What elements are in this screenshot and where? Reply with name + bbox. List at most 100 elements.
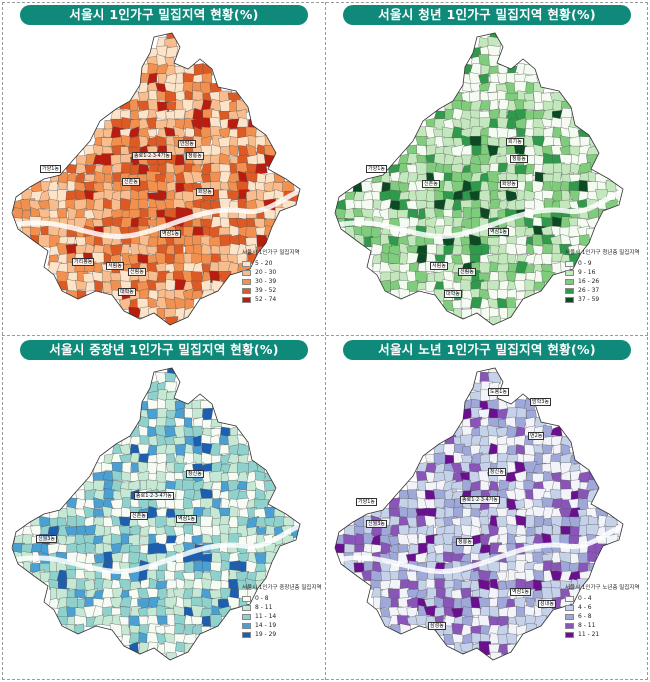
district-cell <box>191 218 202 229</box>
district-cell <box>487 371 501 384</box>
district-cell <box>424 515 436 529</box>
legend-swatch <box>242 260 251 267</box>
legend-item: 9 - 16 <box>565 268 643 277</box>
panel-title: 서울시 중장년 1인가구 밀집지역 현황(%) <box>20 340 308 360</box>
legend-item: 26 - 37 <box>565 286 643 295</box>
legend-item: 0 - 9 <box>565 259 643 268</box>
legend-swatch <box>565 613 574 620</box>
map-place-label: 화양동 <box>500 180 518 188</box>
district-cells <box>12 368 300 660</box>
district-cell <box>128 479 141 490</box>
legend-label: 20 - 30 <box>255 269 277 276</box>
map-place-label: 안암동 <box>178 140 196 148</box>
vertical-divider <box>325 2 326 680</box>
map-place-label: 삼성동 <box>428 622 446 630</box>
district-cell <box>174 108 186 120</box>
map-place-label: 종로1·2·3·4가동 <box>134 492 174 500</box>
district-cell <box>354 234 364 249</box>
legend-swatch <box>565 604 574 611</box>
district-cell <box>191 587 204 598</box>
district-cell <box>139 207 150 218</box>
map-place-label: 역삼1동 <box>160 230 181 238</box>
map-place-label: 신림동 <box>458 268 476 276</box>
map-place-label: 신림동 <box>128 268 146 276</box>
district-cell <box>85 281 96 292</box>
district-cell <box>533 281 546 291</box>
district-cell <box>111 470 124 481</box>
map-legend: 서울시 1인가구 밀집지역 5 - 20 20 - 30 30 - 39 39 … <box>242 248 320 304</box>
district-cell <box>489 597 500 608</box>
map-place-label: 청룡동 <box>510 155 528 163</box>
map-place-label: 신촌동 <box>422 180 440 188</box>
seoul-choropleth-map-youth <box>334 32 624 326</box>
district-cell <box>102 164 113 174</box>
legend-item: 52 - 74 <box>242 295 320 304</box>
map-place-label: 신월3동 <box>36 535 57 543</box>
panel-title: 서울시 1인가구 밀집지역 현황(%) <box>20 5 308 25</box>
legend-swatch <box>565 622 574 629</box>
district-cell <box>84 524 97 536</box>
map-place-label: 청룡동 <box>186 152 204 160</box>
legend-label: 39 - 52 <box>255 287 277 294</box>
district-cell <box>209 443 223 457</box>
legend-swatch <box>242 622 251 629</box>
legend-label: 16 - 26 <box>578 278 600 285</box>
district-cell <box>49 587 58 600</box>
panel-youth-single-households: 서울시 청년 1인가구 밀집지역 현황(%) 서울시 1인가구 청년층 밀집지역… <box>327 3 647 333</box>
district-cell <box>210 418 222 428</box>
legend-label: 52 - 74 <box>255 296 277 303</box>
district-cell <box>200 626 211 636</box>
district-cell <box>121 471 133 482</box>
legend-swatch <box>242 296 251 303</box>
district-cell <box>65 163 79 175</box>
district-cell <box>460 297 472 309</box>
legend-swatch <box>565 595 574 602</box>
legend-label: 26 - 37 <box>578 287 600 294</box>
district-cell <box>541 163 555 175</box>
seoul-boundary <box>334 367 624 661</box>
legend-item: 5 - 20 <box>242 259 320 268</box>
district-cell <box>219 444 230 455</box>
legend-swatch <box>242 631 251 638</box>
legend-item: 6 - 8 <box>565 612 643 621</box>
legend-item: 0 - 8 <box>242 594 320 603</box>
district-cell <box>201 408 214 420</box>
district-cell <box>561 163 572 177</box>
legend-swatch <box>242 287 251 294</box>
map-place-label: 신촌동 <box>130 512 148 520</box>
district-cell <box>524 279 535 293</box>
district-cell <box>477 408 490 419</box>
legend-item: 8 - 11 <box>565 621 643 630</box>
map-place-label: 창신동 <box>186 470 204 478</box>
district-cell <box>526 597 535 608</box>
district-cell <box>173 243 184 255</box>
district-cell <box>471 607 481 617</box>
district-cell <box>442 299 454 312</box>
map-place-label: 역삼1동 <box>510 588 531 596</box>
district-cell <box>407 580 420 591</box>
district-cell <box>209 614 223 628</box>
district-cell <box>66 236 76 245</box>
panel-elderly-single-households: 서울시 노년 1인가구 밀집지역 현황(%) 서울시 1인가구 노년층 밀집지역… <box>327 338 647 668</box>
map-place-label: 종로1·2·3·4가동 <box>132 152 172 160</box>
map-place-label: 역삼1동 <box>488 228 509 236</box>
district-cell <box>155 109 168 120</box>
district-cell <box>137 198 149 210</box>
legend-label: 19 - 29 <box>255 631 277 638</box>
district-cell <box>489 315 501 325</box>
map-place-label: 종로1·2·3·4가동 <box>460 496 500 504</box>
district-cell <box>505 524 518 536</box>
district-cell <box>103 173 113 185</box>
legend-item: 4 - 6 <box>565 603 643 612</box>
map-place-label: 도봉1동 <box>488 388 509 396</box>
district-cell <box>138 189 149 202</box>
legend-swatch <box>565 631 574 638</box>
map-place-label: 신월3동 <box>366 520 387 528</box>
legend-item: 11 - 14 <box>242 612 320 621</box>
han-river <box>336 523 623 574</box>
legend-label: 8 - 11 <box>255 604 273 611</box>
map-place-label: 신촌동 <box>122 178 140 186</box>
legend-label: 14 - 19 <box>255 622 277 629</box>
legend-item: 11 - 21 <box>565 630 643 639</box>
map-place-label: 청룡동 <box>456 538 474 546</box>
